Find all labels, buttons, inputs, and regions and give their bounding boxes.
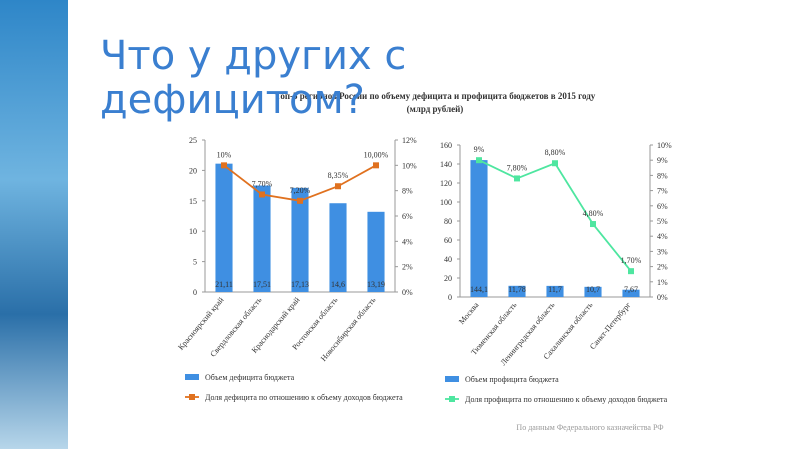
point-label: 10% bbox=[217, 150, 232, 159]
bar-label: 11,78 bbox=[508, 285, 526, 294]
y2-tick-label: 9% bbox=[657, 156, 668, 165]
bar-label: 7,67 bbox=[624, 285, 638, 294]
legend-swatch bbox=[189, 394, 195, 400]
bar bbox=[508, 285, 526, 297]
point-label: 8,35% bbox=[328, 171, 349, 180]
y-tick-label: 120 bbox=[440, 179, 452, 188]
x-tick-label: Москва bbox=[457, 300, 481, 326]
line-marker bbox=[259, 191, 265, 198]
point-label: 7,80% bbox=[507, 163, 528, 172]
bar bbox=[329, 203, 347, 292]
point-label: 7,70% bbox=[252, 179, 273, 188]
y-tick-label: 25 bbox=[189, 136, 197, 145]
legend-swatch bbox=[449, 396, 455, 402]
heading-unit: (млрд рублей) bbox=[407, 104, 464, 114]
y-tick-label: 100 bbox=[440, 198, 452, 207]
y-tick-label: 0 bbox=[193, 288, 197, 297]
bar bbox=[291, 187, 309, 292]
y-tick-label: 140 bbox=[440, 160, 452, 169]
y2-tick-label: 4% bbox=[657, 232, 668, 241]
y2-tick-label: 1% bbox=[657, 278, 668, 287]
point-label: 10,00% bbox=[364, 150, 389, 159]
bar bbox=[584, 286, 602, 297]
legend-label: Объем профицита бюджета bbox=[465, 375, 559, 384]
line bbox=[478, 159, 632, 272]
bar bbox=[470, 160, 488, 297]
y-tick-label: 15 bbox=[189, 197, 197, 206]
point-label: 4,80% bbox=[583, 209, 604, 218]
bar bbox=[622, 289, 640, 297]
bar bbox=[253, 185, 271, 292]
x-tick-label: Санкт-Петербург bbox=[588, 300, 633, 351]
y-tick-label: 10 bbox=[189, 227, 197, 236]
line-marker bbox=[221, 162, 227, 169]
y-tick-label: 0 bbox=[448, 293, 452, 302]
line-marker bbox=[628, 268, 634, 275]
y-tick-label: 20 bbox=[444, 274, 452, 283]
point-label: 9% bbox=[474, 145, 485, 154]
y-tick-label: 80 bbox=[444, 217, 452, 226]
bar bbox=[215, 163, 233, 292]
bar-label: 13,19 bbox=[367, 280, 385, 289]
point-label: 7,20% bbox=[290, 186, 311, 195]
bar-label: 17,13 bbox=[291, 280, 309, 289]
y2-tick-label: 0% bbox=[657, 293, 668, 302]
y2-tick-label: 0% bbox=[402, 288, 413, 297]
bar-label: 21,11 bbox=[215, 280, 233, 289]
bar bbox=[367, 211, 385, 292]
line-marker bbox=[514, 175, 520, 182]
y2-tick-label: 2% bbox=[402, 263, 413, 272]
bar-label: 14,6 bbox=[331, 280, 345, 289]
y2-tick-label: 6% bbox=[402, 212, 413, 221]
y2-tick-label: 2% bbox=[657, 263, 668, 272]
line-marker bbox=[590, 221, 596, 228]
legend-swatch bbox=[445, 376, 459, 382]
y2-tick-label: 6% bbox=[657, 202, 668, 211]
y-tick-label: 160 bbox=[440, 141, 452, 150]
y-tick-label: 5 bbox=[193, 258, 197, 267]
bar-label: 17,51 bbox=[253, 280, 271, 289]
y2-tick-label: 4% bbox=[402, 237, 413, 246]
y2-tick-label: 5% bbox=[657, 217, 668, 226]
y-tick-label: 60 bbox=[444, 236, 452, 245]
legend-label: Объем дефицита бюджета bbox=[205, 373, 295, 382]
y2-tick-label: 10% bbox=[402, 161, 417, 170]
bar-label: 11,7 bbox=[548, 285, 562, 294]
line-marker bbox=[297, 197, 303, 204]
y2-tick-label: 8% bbox=[402, 187, 413, 196]
source: По данным Федерального казначейства РФ bbox=[516, 423, 663, 432]
legend-label: Доля профицита по отношению к объему дох… bbox=[465, 395, 668, 404]
y2-tick-label: 3% bbox=[657, 247, 668, 256]
slide-title: Что у других с дефицитом? bbox=[100, 33, 407, 123]
line-marker bbox=[476, 157, 482, 164]
legend-swatch bbox=[185, 374, 199, 380]
bar-label: 144,1 bbox=[470, 285, 488, 294]
y-tick-label: 40 bbox=[444, 255, 452, 264]
line-marker bbox=[373, 162, 379, 169]
y2-tick-label: 10% bbox=[657, 141, 672, 150]
y-tick-label: 20 bbox=[189, 166, 197, 175]
point-label: 8,80% bbox=[545, 148, 566, 157]
y2-tick-label: 8% bbox=[657, 171, 668, 180]
heading: Топ-5 регионов России по объему дефицита… bbox=[275, 91, 596, 101]
line-marker bbox=[335, 183, 341, 190]
legend-label: Доля дефицита по отношению к объему дохо… bbox=[205, 393, 403, 402]
bar bbox=[546, 285, 564, 297]
decoration bbox=[0, 0, 68, 449]
point-label: 1,70% bbox=[621, 256, 642, 265]
bar-label: 10,7 bbox=[586, 285, 600, 294]
y2-tick-label: 12% bbox=[402, 136, 417, 145]
line-marker bbox=[552, 160, 558, 167]
y2-tick-label: 7% bbox=[657, 187, 668, 196]
